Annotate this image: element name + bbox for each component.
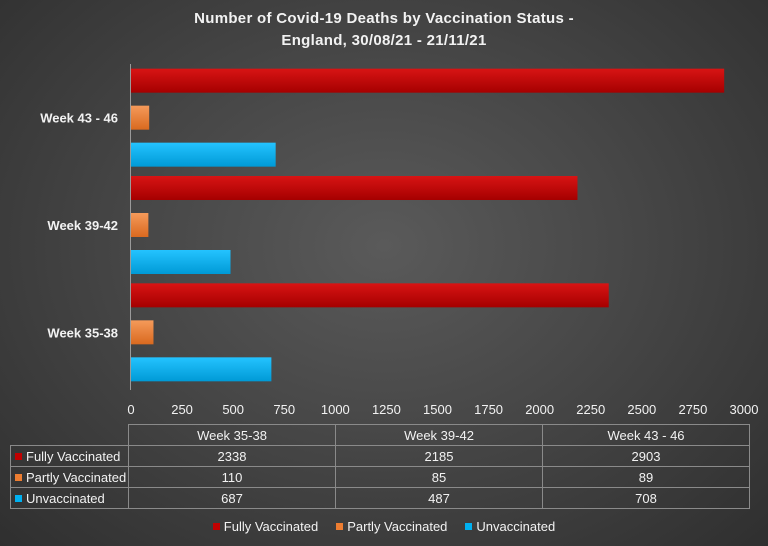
table-cell: 687 bbox=[128, 487, 336, 509]
category-label: Week 35-38 bbox=[47, 325, 118, 340]
table-row: Fully Vaccinated 2338 2185 2903 bbox=[10, 445, 750, 467]
table-cell: 89 bbox=[542, 466, 750, 488]
table-cell: 487 bbox=[335, 487, 543, 509]
x-tick-label: 2000 bbox=[525, 402, 554, 417]
x-tick-label: 2250 bbox=[576, 402, 605, 417]
bars bbox=[131, 68, 725, 382]
table-cell: 708 bbox=[542, 487, 750, 509]
legend-swatch bbox=[465, 523, 473, 531]
x-tick-label: 1250 bbox=[372, 402, 401, 417]
x-tick-label: 1000 bbox=[321, 402, 350, 417]
bar bbox=[131, 142, 276, 167]
table-row: Partly Vaccinated 110 85 89 bbox=[10, 466, 750, 488]
table-series-name: Fully Vaccinated bbox=[26, 448, 121, 464]
table-header-cell: Week 39-42 bbox=[335, 424, 543, 446]
table-row-header: Partly Vaccinated bbox=[10, 466, 129, 488]
bar bbox=[131, 213, 149, 237]
table-row: Unvaccinated 687 487 708 bbox=[10, 487, 750, 509]
category-label: Week 39-42 bbox=[47, 218, 118, 233]
bar bbox=[131, 320, 154, 345]
x-tick-label: 0 bbox=[127, 402, 134, 417]
legend-item: Partly Vaccinated bbox=[336, 519, 447, 534]
table-cell: 110 bbox=[128, 466, 336, 488]
x-tick-label: 250 bbox=[171, 402, 193, 417]
data-table: Week 35-38 Week 39-42 Week 43 - 46 Fully Va… bbox=[10, 424, 750, 509]
legend-item: Unvaccinated bbox=[465, 519, 555, 534]
bar bbox=[131, 105, 150, 130]
bar bbox=[131, 176, 578, 200]
table-header-row: Week 35-38 Week 39-42 Week 43 - 46 bbox=[10, 424, 750, 446]
table-series-name: Partly Vaccinated bbox=[26, 469, 127, 485]
x-tick-label: 1500 bbox=[423, 402, 452, 417]
legend-swatch bbox=[212, 523, 220, 531]
legend-item: Fully Vaccinated bbox=[212, 519, 319, 534]
bar bbox=[131, 250, 231, 274]
legend-key-swatch bbox=[15, 452, 22, 460]
bar bbox=[131, 68, 725, 93]
chart-title-line1: Number of Covid-19 Deaths by Vaccination… bbox=[194, 10, 574, 27]
table-row-header: Fully Vaccinated bbox=[10, 445, 129, 467]
chart-subtitle: England, 30/08/21 - 21/11/21 bbox=[281, 32, 487, 49]
legend-label: Fully Vaccinated bbox=[223, 519, 319, 534]
x-tick-label: 3000 bbox=[730, 402, 759, 417]
x-tick-label: 2750 bbox=[678, 402, 707, 417]
category-label: Week 43 - 46 bbox=[40, 111, 118, 126]
table-series-name: Unvaccinated bbox=[26, 490, 105, 506]
legend-swatch bbox=[336, 523, 344, 531]
x-tick-label: 750 bbox=[273, 402, 295, 417]
legend-label: Partly Vaccinated bbox=[347, 519, 448, 534]
table-cell: 2338 bbox=[128, 445, 336, 467]
bar bbox=[131, 357, 272, 382]
table-cell: 2903 bbox=[542, 445, 750, 467]
legend-key-swatch bbox=[15, 473, 22, 481]
x-tick-label: 2500 bbox=[627, 402, 656, 417]
axis-labels: 0 250 500 750 1000 1250 1500 1750 2000 2250 2500 27… bbox=[40, 111, 758, 417]
legend: Fully Vaccinated Partly Vaccinated Unvacci… bbox=[0, 519, 768, 534]
chart-title: Number of Covid-19 Deaths by Vaccination… bbox=[0, 8, 768, 52]
x-tick-label: 1750 bbox=[474, 402, 503, 417]
table-cell: 85 bbox=[335, 466, 543, 488]
table-header-cell: Week 35-38 bbox=[128, 424, 336, 446]
table-corner bbox=[10, 424, 129, 446]
x-tick-label: 500 bbox=[222, 402, 244, 417]
legend-key-swatch bbox=[15, 494, 22, 502]
legend-label: Unvaccinated bbox=[476, 519, 556, 534]
table-cell: 2185 bbox=[335, 445, 543, 467]
bar bbox=[131, 283, 609, 308]
table-header-cell: Week 43 - 46 bbox=[542, 424, 750, 446]
table-row-header: Unvaccinated bbox=[10, 487, 129, 509]
